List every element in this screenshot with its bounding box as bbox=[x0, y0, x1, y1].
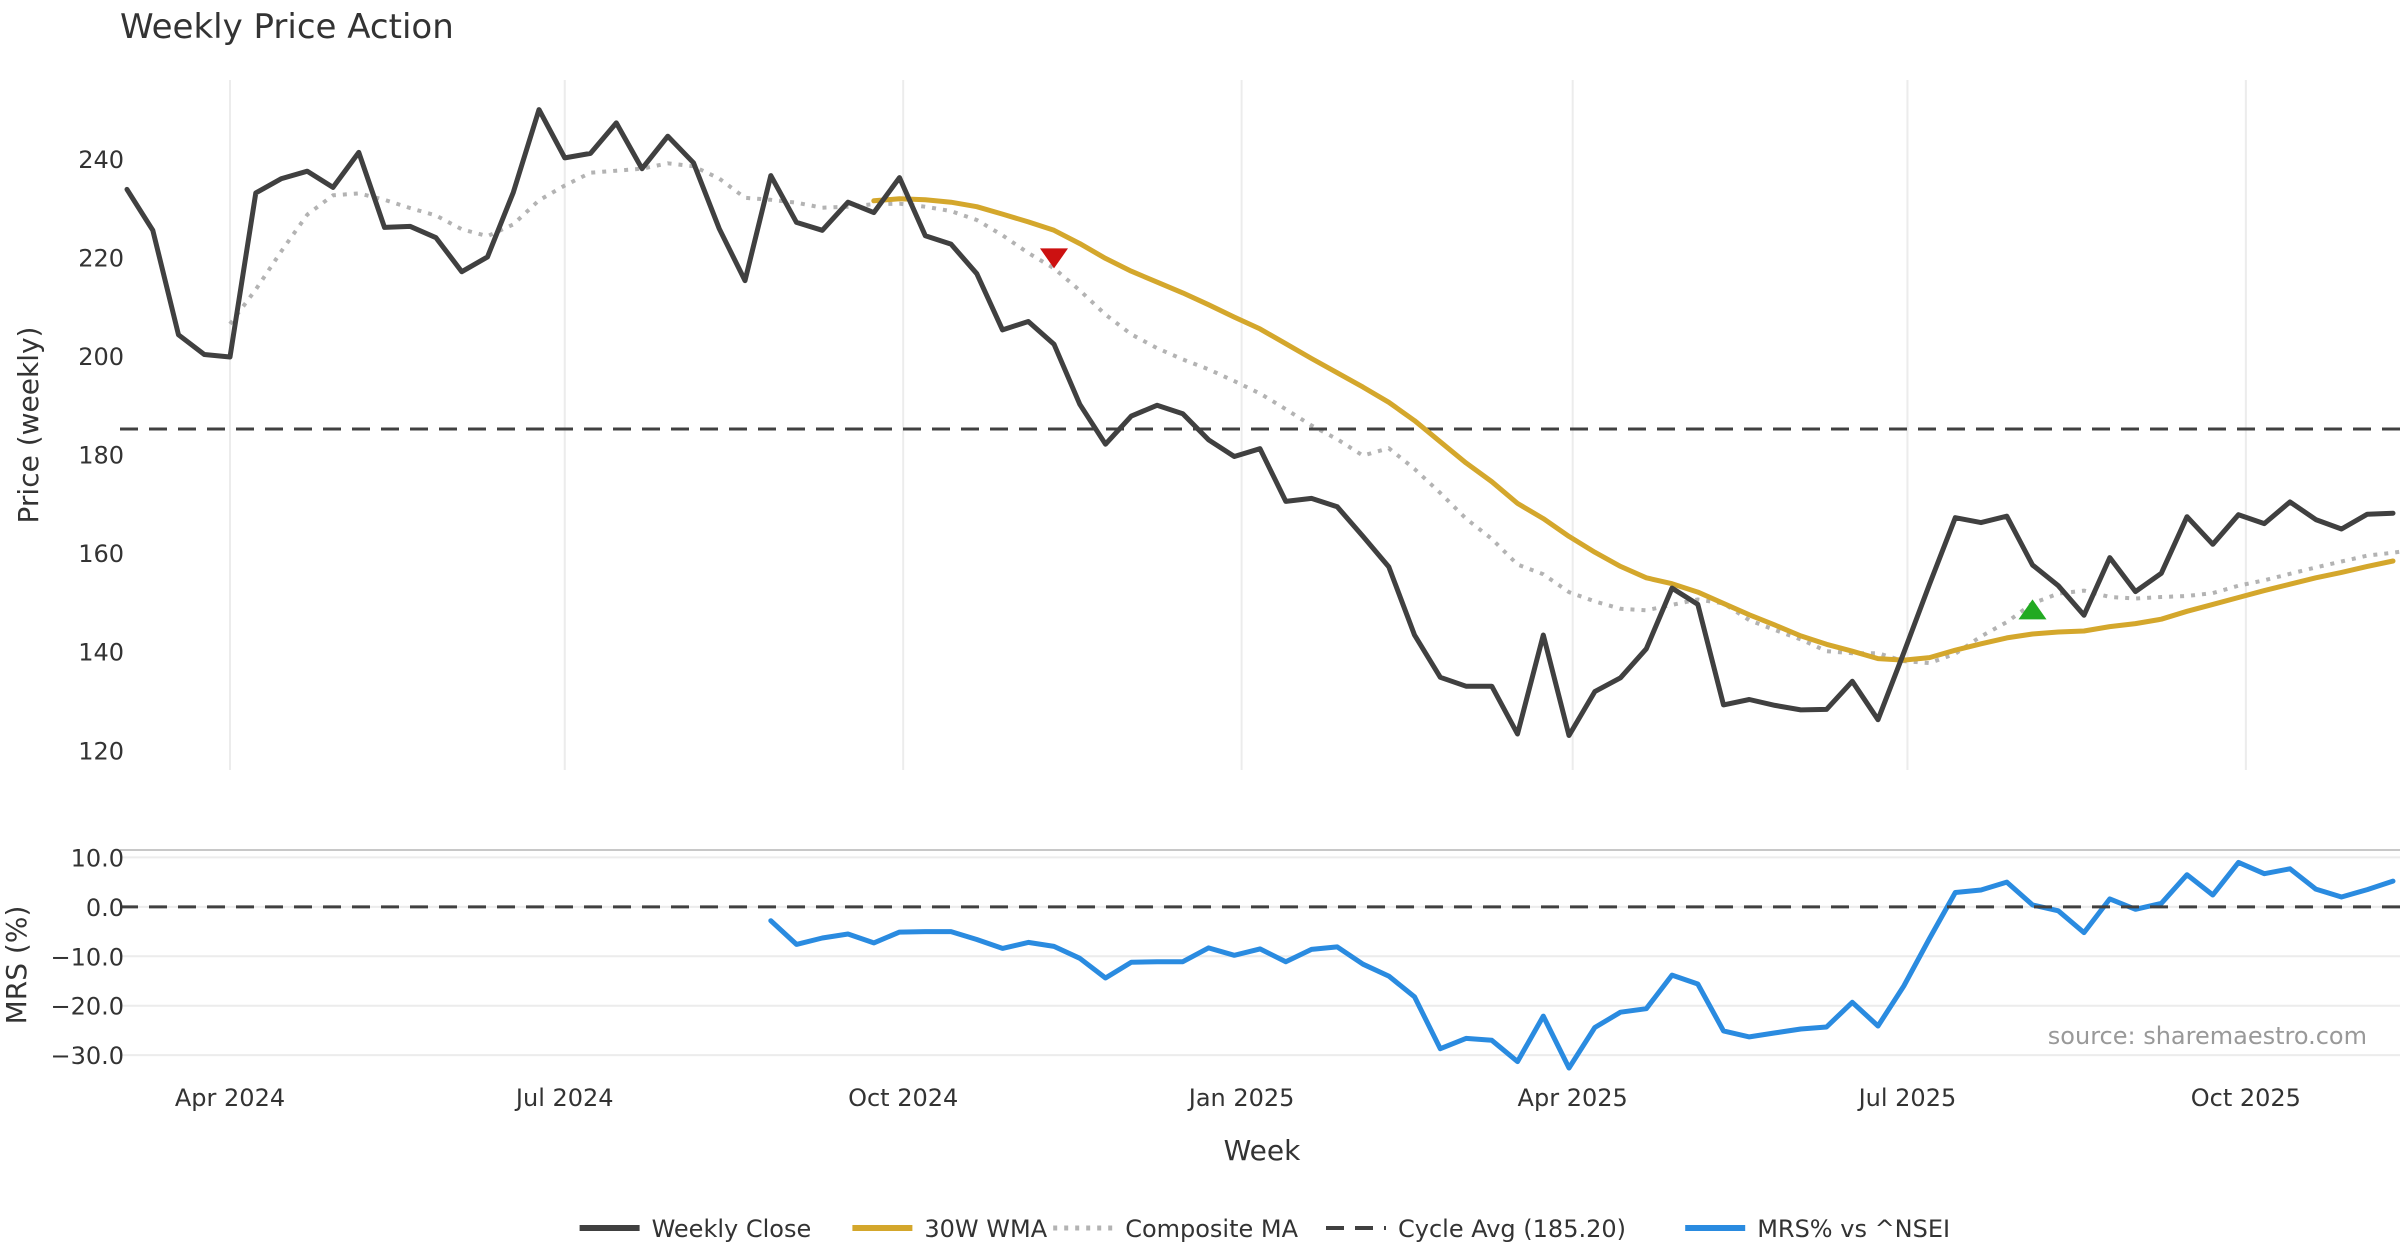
price-y-tick-label: 240 bbox=[78, 146, 124, 174]
x-tick-label: Oct 2025 bbox=[2191, 1084, 2301, 1112]
legend-label-cycle-avg-185-20: Cycle Avg (185.20) bbox=[1398, 1215, 1626, 1243]
series-weekly-close bbox=[124, 107, 2396, 738]
price-y-axis-label: Price (weekly) bbox=[12, 327, 45, 524]
x-tick-label: Oct 2024 bbox=[848, 1084, 958, 1112]
price-y-tick-label: 200 bbox=[78, 343, 124, 371]
signal-markers bbox=[1040, 248, 2047, 620]
series-mrs-vs-nsei bbox=[768, 859, 2396, 1071]
x-tick-label: Jan 2025 bbox=[1187, 1084, 1295, 1112]
x-tick-label: Jul 2025 bbox=[1857, 1084, 1957, 1112]
mrs-y-tick-label: −20.0 bbox=[50, 993, 124, 1021]
x-tick-label: Apr 2024 bbox=[175, 1084, 285, 1112]
mrs-y-tick-label: −30.0 bbox=[50, 1042, 124, 1070]
mrs-y-tick-label: 10.0 bbox=[71, 844, 124, 872]
mrs-series-group bbox=[120, 859, 2400, 1071]
x-ticks: Apr 2024 Jul 2024 Oct 2024 Jan 2025 Apr 2025… bbox=[175, 1084, 2301, 1112]
price-y-ticks: 120 140 160 180 200 220 240 bbox=[78, 146, 124, 765]
source-attribution: source: sharemaestro.com bbox=[2048, 1022, 2367, 1050]
x-tick-label: Jul 2024 bbox=[514, 1084, 614, 1112]
series-composite-ma bbox=[228, 161, 2400, 666]
series-30w-wma bbox=[871, 196, 2396, 663]
x-axis-label: Week bbox=[1224, 1134, 1301, 1167]
legend-label-composite-ma: Composite MA bbox=[1125, 1215, 1298, 1243]
mrs-y-axis-label: MRS (%) bbox=[0, 906, 33, 1025]
legend-label-30w-wma: 30W WMA bbox=[924, 1215, 1047, 1243]
sell-signal-marker bbox=[1040, 248, 1068, 269]
chart-title: Weekly Price Action bbox=[120, 7, 454, 47]
legend-label-mrs-vs-nsei: MRS% vs ^NSEI bbox=[1757, 1215, 1950, 1243]
mrs-y-ticks: 10.0 0.0 −10.0 −20.0 −30.0 bbox=[50, 844, 124, 1070]
price-y-tick-label: 140 bbox=[78, 639, 124, 667]
price-y-tick-label: 120 bbox=[78, 737, 124, 765]
x-tick-label: Apr 2025 bbox=[1518, 1084, 1628, 1112]
price-panel-gridlines bbox=[229, 80, 2247, 770]
legend-label-weekly-close: Weekly Close bbox=[652, 1215, 812, 1243]
mrs-y-tick-label: −10.0 bbox=[50, 943, 124, 971]
price-y-tick-label: 180 bbox=[78, 442, 124, 470]
mrs-y-tick-label: 0.0 bbox=[86, 894, 124, 922]
price-series-group bbox=[120, 107, 2400, 738]
price-y-tick-label: 160 bbox=[78, 540, 124, 568]
legend: Weekly Close 30W WMA Composite MA Cycle Avg… bbox=[579, 1215, 1950, 1243]
price-y-tick-label: 220 bbox=[78, 244, 124, 272]
buy-signal-marker bbox=[2018, 599, 2047, 620]
